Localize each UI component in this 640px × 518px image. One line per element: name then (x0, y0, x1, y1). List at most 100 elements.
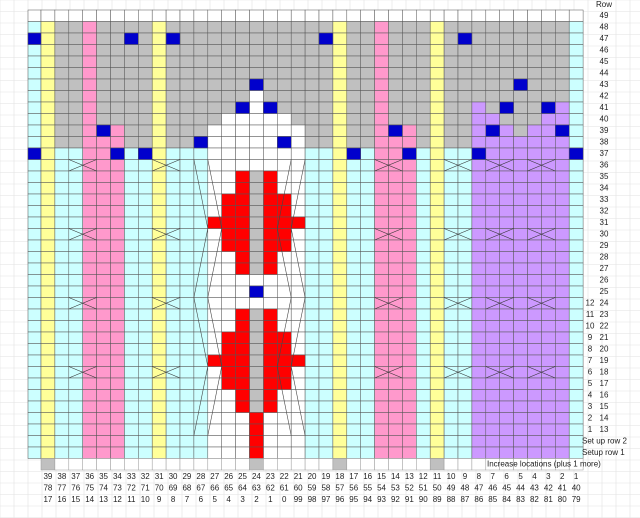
chart-cell (40, 78, 56, 91)
chart-cell (388, 297, 403, 310)
chart-cell (54, 297, 70, 310)
chart-cell (471, 239, 487, 252)
chart-cell (290, 67, 306, 80)
chart-cell (485, 136, 500, 149)
chart-cell (40, 239, 56, 252)
chart-cell (527, 435, 542, 448)
chart-cell (346, 423, 361, 436)
chart-cell (82, 182, 97, 195)
chart-cell (235, 9, 250, 22)
chart-cell (138, 343, 153, 356)
chart-cell (290, 182, 306, 195)
red-cell (221, 377, 236, 390)
chart-cell (402, 228, 417, 241)
chart-cell (499, 331, 514, 344)
chart-cell (277, 44, 292, 57)
chart-cell (360, 377, 375, 390)
chart-cell (193, 170, 209, 183)
chart-cell (527, 90, 542, 103)
chart-cell (568, 21, 584, 34)
chart-cell (443, 205, 459, 218)
chart-cell (388, 32, 403, 45)
chart-cell (27, 262, 42, 275)
blue-cell (27, 147, 42, 160)
chart-cell (68, 435, 83, 448)
chart-cell (179, 9, 195, 22)
chart-cell (96, 21, 111, 34)
chart-cell (485, 366, 500, 379)
chart-cell (138, 90, 153, 103)
chart-cell (68, 297, 83, 310)
chart-cell (263, 446, 278, 459)
chart-cell (429, 228, 445, 241)
chart-cell (110, 216, 125, 229)
chart-cell (290, 400, 306, 413)
chart-cell (151, 400, 167, 413)
chart-cell (555, 251, 570, 264)
chart-cell (110, 285, 125, 298)
stitch-number: 86 (474, 495, 483, 504)
chart-cell (138, 9, 153, 22)
chart-cell (346, 216, 361, 229)
chart-cell (402, 182, 417, 195)
stitch-number: 50 (433, 483, 442, 492)
chart-cell (151, 423, 167, 436)
increase-cell (54, 458, 70, 471)
chart-cell (429, 9, 445, 22)
chart-cell (360, 101, 375, 114)
chart-cell (346, 377, 361, 390)
chart-cell (207, 78, 222, 91)
chart-cell (360, 331, 375, 344)
chart-cell (82, 262, 97, 275)
red-cell (263, 170, 278, 183)
chart-cell (165, 124, 181, 137)
blue-cell (402, 147, 417, 160)
chart-cell (221, 44, 236, 57)
chart-cell (568, 170, 584, 183)
chart-cell (124, 228, 139, 241)
chart-cell (471, 90, 487, 103)
stitch-number: 96 (335, 495, 344, 504)
row-label: 30 (600, 229, 609, 238)
chart-cell (165, 228, 181, 241)
chart-cell (443, 136, 459, 149)
chart-cell (221, 136, 236, 149)
chart-cell (332, 262, 348, 275)
chart-cell (124, 366, 139, 379)
chart-cell (429, 435, 445, 448)
increase-cell (221, 458, 236, 471)
chart-cell (568, 113, 584, 126)
chart-cell (304, 67, 320, 80)
chart-cell (471, 400, 487, 413)
stitch-number: 57 (335, 483, 344, 492)
chart-cell (332, 331, 348, 344)
chart-cell (416, 354, 431, 367)
stitch-number: 17 (349, 472, 358, 481)
chart-cell (429, 389, 445, 402)
chart-cell (304, 308, 320, 321)
chart-cell (568, 239, 584, 252)
chart-cell (457, 343, 473, 356)
chart-cell (277, 262, 292, 275)
chart-cell (485, 78, 500, 91)
chart-cell (304, 297, 320, 310)
chart-cell (27, 193, 42, 206)
chart-cell (416, 274, 431, 287)
chart-cell (82, 205, 97, 218)
chart-cell (457, 412, 473, 425)
stitch-number: 35 (99, 472, 108, 481)
chart-cell (541, 435, 556, 448)
chart-cell (151, 21, 167, 34)
chart-cell (402, 423, 417, 436)
chart-cell (499, 90, 514, 103)
chart-cell (165, 308, 181, 321)
chart-cell (277, 274, 292, 287)
increase-cell (277, 458, 292, 471)
chart-cell (221, 423, 236, 436)
chart-cell (54, 285, 70, 298)
chart-cell (443, 366, 459, 379)
chart-cell (555, 320, 570, 333)
stitch-number: 3 (546, 472, 551, 481)
chart-cell (68, 377, 83, 390)
chart-cell (304, 366, 320, 379)
